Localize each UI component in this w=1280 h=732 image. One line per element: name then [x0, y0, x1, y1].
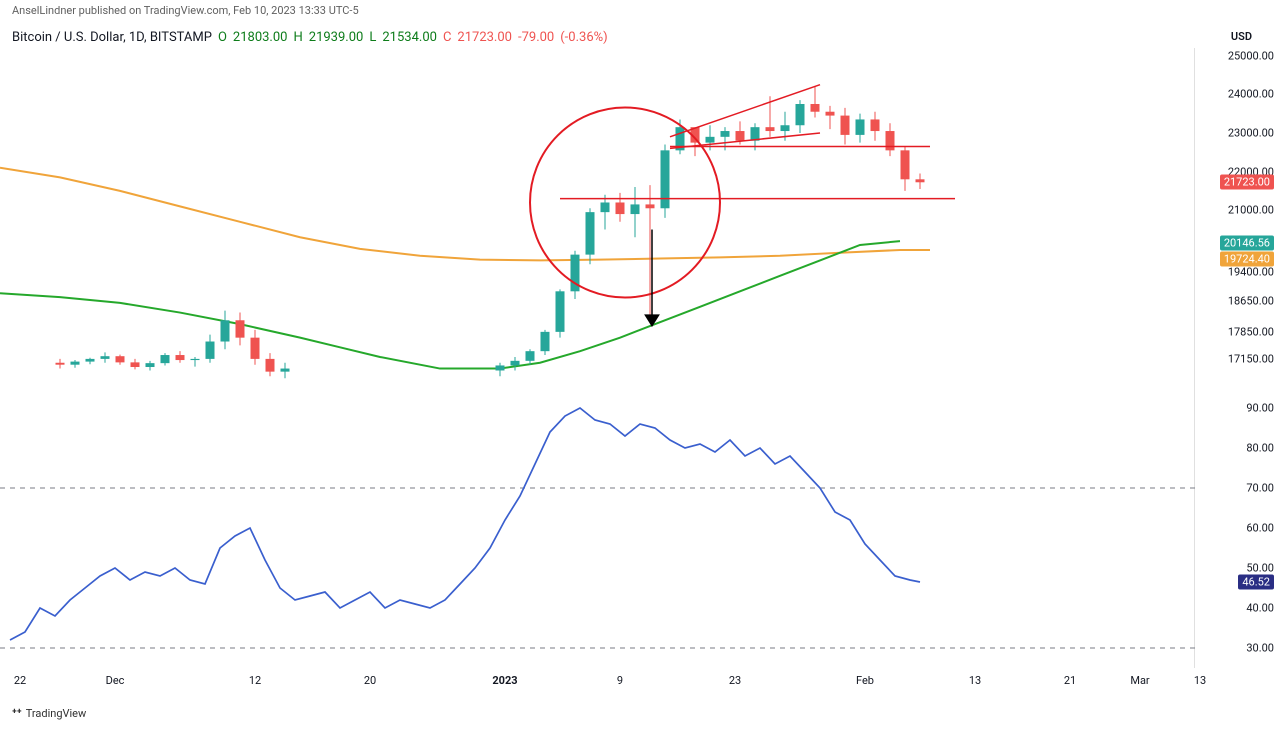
time-tick: 21	[1064, 674, 1076, 687]
rsi-tick: 80.00	[1246, 442, 1274, 455]
ohlc-change: -79.00	[518, 30, 554, 45]
publisher-meta: AnselLindner published on TradingView.co…	[12, 4, 359, 17]
tradingview-branding: ⁺⁺ TradingView	[12, 706, 86, 720]
rsi-tick: 40.00	[1246, 602, 1274, 615]
chart-canvas[interactable]	[0, 48, 1195, 668]
ohlc-h: 21939.00	[309, 30, 364, 45]
price-axis: USD 25000.0024000.0023000.0022000.002100…	[1195, 48, 1280, 668]
price-axis-header: USD	[1231, 30, 1252, 43]
price-tick: 21000.00	[1228, 204, 1274, 217]
rsi-last-label: 46.52	[1238, 574, 1274, 589]
symbol-name: Bitcoin / U.S. Dollar, 1D, BITSTAMP	[12, 30, 212, 45]
rsi-tick: 90.00	[1246, 402, 1274, 415]
tradingview-brand-text: TradingView	[26, 707, 87, 720]
time-tick: 20	[364, 674, 376, 687]
price-tick: 25000.00	[1228, 49, 1274, 62]
time-tick: 2023	[492, 674, 517, 687]
price-tick: 17850.00	[1228, 325, 1274, 338]
price-label: 20146.56	[1220, 236, 1274, 251]
ohlc-change-pct: (-0.36%)	[560, 30, 607, 45]
rsi-tick: 70.00	[1246, 482, 1274, 495]
time-tick: 13	[1194, 674, 1206, 687]
price-tick: 18650.00	[1228, 294, 1274, 307]
rsi-tick: 60.00	[1246, 522, 1274, 535]
time-tick: Mar	[1130, 674, 1149, 687]
time-tick: 9	[617, 674, 623, 687]
time-axis: 22Dec12202023923Feb1321Mar13	[0, 674, 1195, 694]
price-label: 21723.00	[1220, 175, 1274, 190]
price-tick: 19400.00	[1228, 266, 1274, 279]
price-tick: 24000.00	[1228, 88, 1274, 101]
symbol-legend: Bitcoin / U.S. Dollar, 1D, BITSTAMP O 218…	[12, 30, 608, 45]
ohlc-o-label: O	[218, 30, 227, 45]
price-tick: 17150.00	[1228, 352, 1274, 365]
time-tick: 12	[249, 674, 261, 687]
time-tick: 22	[14, 674, 26, 687]
time-tick: 23	[729, 674, 741, 687]
price-tick: 23000.00	[1228, 126, 1274, 139]
ohlc-c-label: C	[443, 30, 451, 45]
time-tick: Feb	[856, 674, 874, 687]
ohlc-c: 21723.00	[457, 30, 512, 45]
price-label: 19724.40	[1220, 252, 1274, 267]
time-tick: Dec	[106, 674, 125, 687]
ohlc-o: 21803.00	[233, 30, 288, 45]
tradingview-logo-icon: ⁺⁺	[12, 706, 22, 720]
ohlc-l-label: L	[369, 30, 376, 45]
rsi-tick: 50.00	[1246, 562, 1274, 575]
ohlc-l: 21534.00	[382, 30, 437, 45]
time-tick: 13	[969, 674, 981, 687]
rsi-tick: 30.00	[1246, 642, 1274, 655]
ohlc-h-label: H	[293, 30, 302, 45]
